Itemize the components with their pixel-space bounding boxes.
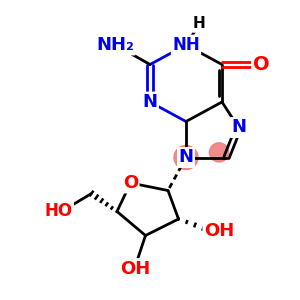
Circle shape: [174, 146, 198, 170]
Text: NH₂: NH₂: [97, 36, 134, 54]
Text: H: H: [193, 16, 206, 32]
Text: OH: OH: [120, 260, 150, 278]
Text: O: O: [123, 174, 138, 192]
Text: HO: HO: [44, 202, 73, 220]
Text: N: N: [142, 93, 158, 111]
Text: N: N: [178, 148, 194, 166]
Text: O: O: [253, 55, 269, 74]
Circle shape: [209, 143, 229, 162]
Text: N: N: [231, 118, 246, 136]
Text: NH: NH: [172, 36, 200, 54]
Text: OH: OH: [204, 222, 234, 240]
